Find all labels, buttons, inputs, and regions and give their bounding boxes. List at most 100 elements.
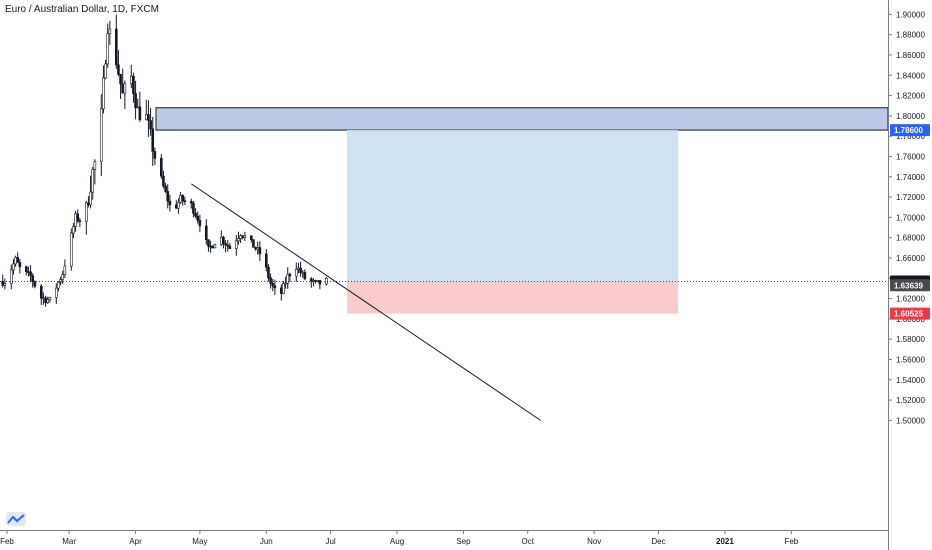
candle <box>29 265 32 283</box>
x-tick-label: Aug <box>390 537 404 546</box>
candle-body <box>9 269 13 284</box>
candle-body <box>31 275 35 282</box>
candle <box>237 231 240 245</box>
candle <box>119 73 122 99</box>
candle <box>93 159 97 185</box>
candle-body <box>104 63 107 79</box>
candle-body <box>14 257 17 265</box>
candle-body <box>91 168 95 193</box>
candle <box>24 265 28 276</box>
price-tag-label: 1.63639 <box>894 281 923 290</box>
candle <box>63 259 67 278</box>
candle <box>87 196 90 208</box>
candle <box>114 14 118 69</box>
candle-body <box>136 106 140 109</box>
y-tick-label: 1.78000 <box>896 132 925 141</box>
candle-body <box>226 244 230 247</box>
y-tick-label: 1.90000 <box>896 10 925 19</box>
candle <box>61 270 65 285</box>
candle-body <box>102 77 105 110</box>
candle <box>57 281 60 292</box>
candle-body <box>114 28 118 66</box>
y-tick-label: 1.88000 <box>896 31 925 40</box>
candle-body <box>44 297 47 303</box>
candle <box>297 262 300 274</box>
candle <box>280 284 283 301</box>
candle-body <box>89 191 92 206</box>
candle-body <box>61 274 65 280</box>
price-tag-label: 1.60525 <box>894 310 923 319</box>
candle <box>31 273 35 288</box>
candle-body <box>310 278 313 282</box>
candle-body <box>211 245 215 249</box>
x-tick-label: 2021 <box>716 537 734 546</box>
candle-body <box>151 128 155 152</box>
candle-body <box>153 151 157 159</box>
long-position-stop-area[interactable] <box>347 281 678 314</box>
candle-body <box>177 202 180 209</box>
candle-body <box>204 225 208 240</box>
candle-body <box>194 213 197 217</box>
candle-body <box>267 266 270 279</box>
long-position-target-area[interactable] <box>347 130 678 282</box>
y-tick-label: 1.62000 <box>896 295 925 304</box>
candle <box>235 234 238 256</box>
candle-body <box>299 267 302 273</box>
price-axis[interactable]: 1.90000 1.88000 1.86000 1.84000 1.82000 1.800… <box>888 0 925 550</box>
supply-zone-box[interactable] <box>155 107 889 131</box>
candle <box>271 278 275 292</box>
candle-body <box>117 64 120 75</box>
candle <box>183 196 187 206</box>
candle <box>99 94 103 177</box>
candle-body <box>108 28 112 34</box>
candle <box>42 292 45 305</box>
candle <box>144 99 148 121</box>
candle-body <box>207 239 210 247</box>
candle <box>12 258 15 275</box>
candle-body <box>54 287 58 298</box>
candle-body <box>166 191 170 202</box>
candle <box>16 252 20 263</box>
candle-body <box>78 220 82 222</box>
candle-body <box>138 106 142 120</box>
candle <box>69 228 73 271</box>
descending-trendline[interactable] <box>191 183 541 421</box>
candle-body <box>57 281 60 289</box>
candle-body <box>39 285 43 299</box>
candle <box>102 65 105 114</box>
x-tick-label: Jun <box>260 537 273 546</box>
candle-body <box>121 83 125 94</box>
candle <box>222 235 225 249</box>
candle <box>136 98 140 109</box>
candle-body <box>16 257 20 263</box>
candle-body <box>209 245 212 248</box>
candle-body <box>269 277 272 284</box>
candle-body <box>213 244 217 249</box>
candle-body <box>27 271 30 274</box>
candle <box>174 200 178 210</box>
candle <box>159 154 163 179</box>
candle-body <box>144 114 148 120</box>
candle-body <box>273 285 277 289</box>
candle <box>108 20 112 45</box>
candle <box>78 217 82 228</box>
candle-body <box>258 247 262 255</box>
candle <box>179 191 182 204</box>
y-tick-label: 1.50000 <box>896 416 925 425</box>
time-axis[interactable]: Feb Mar Apr May Jun Jul Aug Sep Oct Nov Dec 2021 Feb <box>0 530 888 546</box>
candle-body <box>76 213 80 221</box>
price-tag-bg <box>890 279 930 292</box>
candle-body <box>256 247 260 250</box>
y-tick-label: 1.58000 <box>896 335 925 344</box>
candle-body <box>297 267 300 270</box>
y-tick-label: 1.80000 <box>896 112 925 121</box>
candle <box>265 249 268 272</box>
candle <box>286 267 290 289</box>
x-tick-label: Jul <box>325 537 335 546</box>
candle-body <box>106 33 110 65</box>
candle <box>164 182 167 193</box>
candle <box>39 283 43 305</box>
candle <box>9 264 13 290</box>
